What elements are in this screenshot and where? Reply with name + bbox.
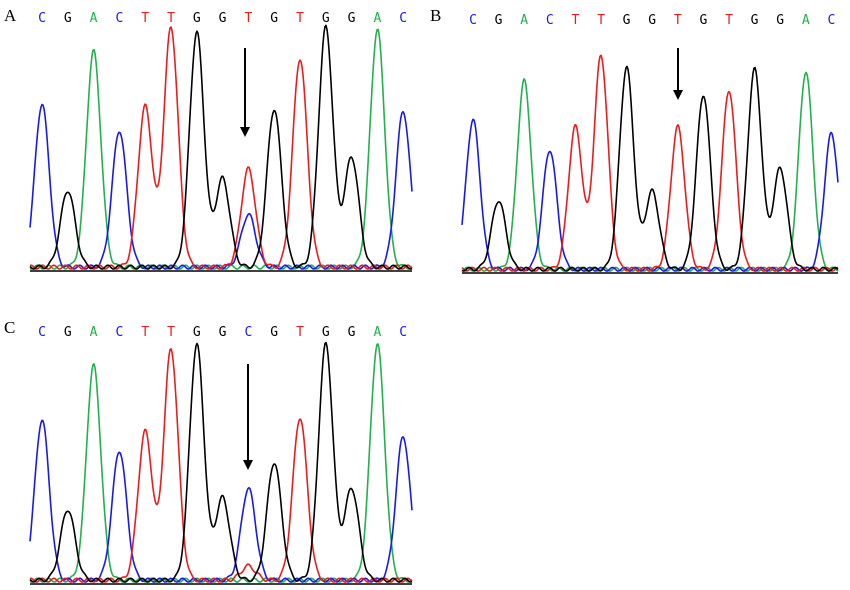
base-call-10: G	[699, 13, 707, 28]
base-call-2: G	[64, 325, 72, 340]
base-call-1: C	[469, 13, 477, 28]
base-call-13: G	[348, 11, 356, 26]
base-call-13: G	[776, 13, 784, 28]
mutation-arrow-head-icon	[673, 90, 683, 100]
trace-a	[29, 343, 413, 583]
base-call-10: G	[270, 11, 278, 26]
base-call-6: T	[597, 13, 605, 28]
base-call-6: T	[167, 325, 175, 340]
base-call-9: C	[244, 325, 252, 340]
base-call-1: C	[38, 325, 46, 340]
trace-a	[29, 28, 413, 270]
base-call-8: G	[219, 325, 227, 340]
panel-label-b: B	[430, 6, 441, 25]
trace-a	[461, 71, 839, 272]
base-call-12: G	[322, 11, 330, 26]
base-call-7: G	[193, 325, 201, 340]
base-call-4: C	[115, 325, 123, 340]
trace-g	[461, 65, 839, 272]
trace-c	[461, 118, 839, 272]
base-call-6: T	[167, 11, 175, 26]
base-call-4: C	[546, 13, 554, 28]
trace-g	[29, 24, 413, 270]
base-call-10: G	[270, 325, 278, 340]
base-call-8: G	[219, 11, 227, 26]
mutation-arrow-head-icon	[240, 127, 250, 137]
panel-label-a: A	[4, 6, 17, 25]
base-call-9: T	[244, 11, 252, 26]
base-call-14: A	[802, 13, 810, 28]
base-call-15: C	[399, 325, 407, 340]
base-call-1: C	[38, 11, 46, 26]
base-call-13: G	[348, 325, 356, 340]
base-call-5: T	[141, 325, 149, 340]
base-call-5: T	[141, 11, 149, 26]
base-call-8: G	[648, 13, 656, 28]
base-call-9: T	[674, 13, 682, 28]
trace-g	[29, 341, 413, 583]
base-call-4: C	[115, 11, 123, 26]
base-call-12: G	[751, 13, 759, 28]
base-call-11: T	[296, 325, 304, 340]
mutation-arrow-head-icon	[243, 460, 253, 470]
base-call-3: A	[520, 13, 528, 28]
base-call-2: G	[495, 13, 503, 28]
panel-label-c: C	[4, 318, 15, 337]
base-call-12: G	[322, 325, 330, 340]
trace-t	[461, 54, 839, 272]
base-call-11: T	[296, 11, 304, 26]
base-call-11: T	[725, 13, 733, 28]
base-call-5: T	[571, 13, 579, 28]
base-call-14: A	[373, 11, 381, 26]
base-call-2: G	[64, 11, 72, 26]
base-call-15: C	[399, 11, 407, 26]
base-call-7: G	[193, 11, 201, 26]
base-call-3: A	[90, 325, 98, 340]
base-call-7: G	[623, 13, 631, 28]
trace-t	[29, 26, 413, 270]
trace-t	[29, 348, 413, 583]
base-call-3: A	[90, 11, 98, 26]
base-call-14: A	[373, 325, 381, 340]
base-call-15: C	[827, 13, 835, 28]
